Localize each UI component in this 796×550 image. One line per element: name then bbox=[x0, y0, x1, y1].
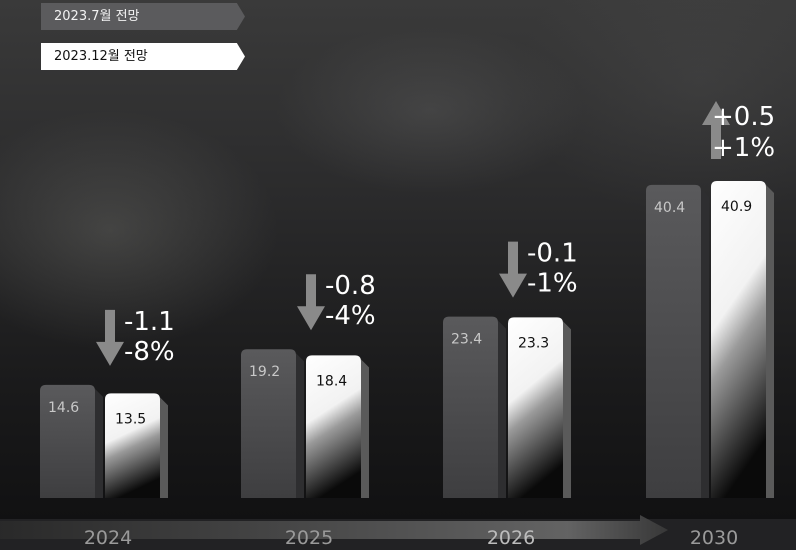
change-delta-2026: -0.1 bbox=[527, 239, 578, 269]
value-label-dec-2025: 18.4 bbox=[316, 373, 347, 389]
bar-dec-2030 bbox=[711, 181, 774, 498]
change-delta-2030: +0.5 bbox=[712, 102, 775, 132]
change-percent-2030: +1% bbox=[712, 133, 775, 163]
value-label-dec-2026: 23.3 bbox=[518, 335, 549, 351]
change-delta-2024: -1.1 bbox=[124, 307, 175, 337]
value-label-dec-2024: 13.5 bbox=[115, 411, 146, 427]
change-arrow-2024 bbox=[96, 309, 124, 366]
timeline-arrow bbox=[0, 515, 668, 545]
change-percent-2025: -4% bbox=[325, 301, 376, 331]
bar-jul-2025 bbox=[241, 349, 304, 498]
change-arrow-2026 bbox=[499, 241, 527, 298]
change-delta-2025: -0.8 bbox=[325, 271, 376, 301]
value-label-jul-2024: 14.6 bbox=[48, 400, 79, 416]
bar-jul-2026 bbox=[443, 316, 506, 498]
x-tick-label-2026: 2026 bbox=[487, 527, 535, 549]
legend-jul-forecast: 2023.7월 전망 bbox=[41, 3, 245, 30]
bar-dec-2026 bbox=[508, 317, 571, 498]
legend-dec-forecast: 2023.12월 전망 bbox=[41, 43, 245, 70]
bar-dec-2024 bbox=[105, 393, 168, 498]
value-label-jul-2026: 23.4 bbox=[451, 332, 482, 348]
change-percent-2026: -1% bbox=[527, 269, 578, 299]
value-label-jul-2030: 40.4 bbox=[654, 200, 685, 216]
value-label-dec-2030: 40.9 bbox=[721, 199, 752, 215]
change-percent-2024: -8% bbox=[124, 337, 175, 367]
value-label-jul-2025: 19.2 bbox=[249, 364, 280, 380]
x-tick-label-2025: 2025 bbox=[285, 527, 333, 549]
change-arrow-2025 bbox=[297, 274, 325, 331]
bar-dec-2025 bbox=[306, 355, 369, 498]
x-tick-label-2024: 2024 bbox=[84, 527, 132, 549]
bar-jul-2030 bbox=[646, 184, 709, 498]
bar-jul-2024 bbox=[40, 384, 103, 498]
x-tick-label-2030: 2030 bbox=[690, 527, 738, 549]
change-arrow-2030 bbox=[702, 101, 730, 160]
